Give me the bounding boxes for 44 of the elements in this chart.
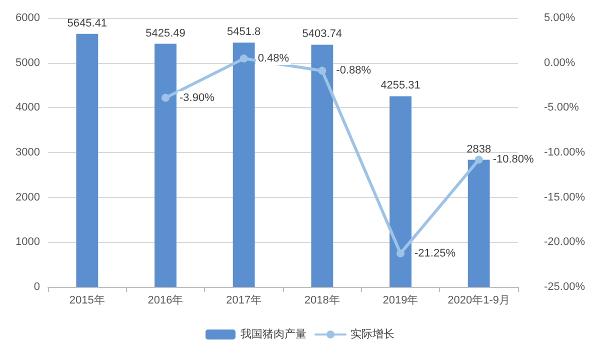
point	[318, 66, 326, 75]
bar	[232, 42, 255, 287]
data-label: -10.80%	[492, 154, 534, 166]
data-label: -3.90%	[180, 92, 215, 104]
y-tick-label: 4000	[16, 102, 40, 114]
y-tick-label: 2000	[16, 191, 40, 204]
y2-tick-label: -15.00%	[544, 191, 586, 204]
data-label: 5403.74	[302, 28, 342, 40]
data-label: 5425.49	[146, 27, 186, 40]
bar	[76, 34, 98, 287]
x-tick-label: 2018年	[304, 294, 340, 306]
x-tick-label: 2019年	[382, 294, 418, 306]
data-label: -0.88%	[336, 64, 372, 77]
x-tick-label: 2016年	[148, 294, 184, 306]
data-label: 4255.31	[380, 80, 420, 92]
bar	[154, 44, 176, 287]
bar	[390, 96, 412, 287]
y2-tick-label: -20.00%	[544, 236, 586, 248]
x-tick-label: 2015年	[69, 294, 105, 306]
data-label: -21.25%	[414, 247, 456, 260]
bar	[468, 160, 490, 287]
x-tick-label: 2017年	[226, 294, 262, 306]
data-label: 5451.8	[227, 26, 261, 38]
data-label: 2838	[466, 143, 492, 156]
y2-tick-label: -25.00%	[544, 281, 586, 293]
legend-label: 实际增长	[350, 328, 394, 340]
y-tick-label: 5000	[16, 56, 40, 69]
data-label: 5645.41	[67, 17, 108, 30]
point	[240, 54, 248, 63]
point	[162, 94, 170, 102]
y-tick-label: 0	[34, 281, 40, 293]
y2-tick-label: -5.00%	[544, 102, 580, 114]
y-tick-label: 1000	[16, 236, 40, 248]
y2-tick-label: -10.00%	[544, 146, 586, 158]
data-label: 0.48%	[258, 52, 290, 65]
x-tick-label: 2020年1-9月	[448, 294, 510, 306]
y2-tick-label: 0.00%	[544, 56, 576, 69]
bar	[311, 44, 334, 287]
legend-label: 我国猪肉产量	[240, 328, 306, 340]
point	[474, 156, 483, 164]
y2-tick-label: 5.00%	[544, 12, 576, 24]
y-tick-label: 6000	[16, 12, 40, 24]
point	[396, 249, 404, 258]
y-tick-label: 3000	[16, 146, 40, 158]
